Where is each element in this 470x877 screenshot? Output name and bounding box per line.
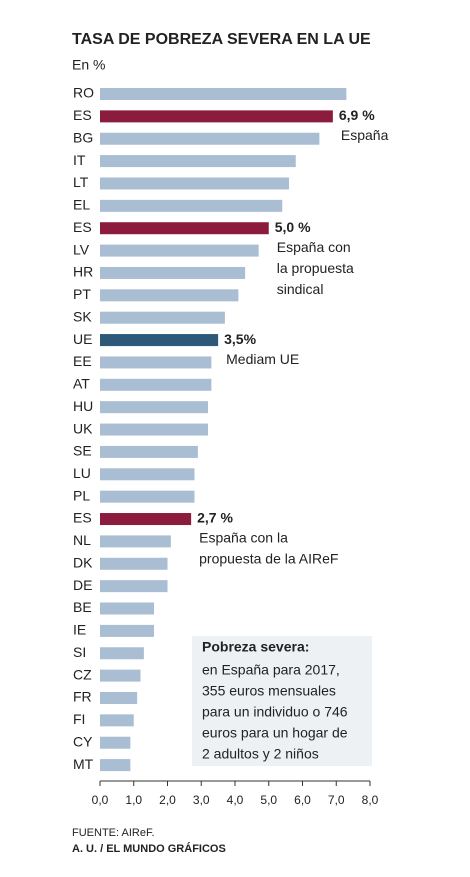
chart-title: TASA DE POBREZA SEVERA EN LA UE bbox=[72, 31, 371, 48]
bar bbox=[100, 401, 208, 414]
bar bbox=[100, 624, 154, 637]
y-tick-label: LV bbox=[73, 241, 90, 257]
bar bbox=[100, 110, 333, 123]
annotation: sindical bbox=[277, 281, 324, 297]
y-tick-label: IE bbox=[73, 622, 86, 638]
y-tick-label: DE bbox=[73, 577, 92, 593]
y-tick-label: CZ bbox=[73, 666, 92, 682]
box-line: 355 euros mensuales bbox=[202, 683, 336, 699]
y-tick-label: EE bbox=[73, 353, 92, 369]
y-tick-label: FI bbox=[73, 711, 85, 727]
bar bbox=[100, 490, 195, 503]
bar bbox=[100, 669, 141, 682]
y-tick-label: UE bbox=[73, 331, 92, 347]
annotation: la propuesta bbox=[277, 260, 354, 276]
x-tick-label: 8,0 bbox=[362, 793, 379, 807]
annotation: España bbox=[341, 127, 389, 143]
y-tick-label: EL bbox=[73, 197, 90, 213]
x-tick-label: 2,0 bbox=[159, 793, 176, 807]
bar bbox=[100, 289, 239, 302]
bar bbox=[100, 513, 192, 526]
y-tick-label: PT bbox=[73, 286, 91, 302]
y-tick-label: ES bbox=[73, 219, 92, 235]
y-tick-label: FR bbox=[73, 689, 92, 705]
bar bbox=[100, 647, 144, 660]
x-tick-label: 6,0 bbox=[294, 793, 311, 807]
y-tick-label: BE bbox=[73, 599, 92, 615]
y-tick-label: LU bbox=[73, 465, 91, 481]
x-tick-label: 1,0 bbox=[125, 793, 142, 807]
bar bbox=[100, 445, 198, 458]
value-label: 2,7 % bbox=[197, 510, 233, 526]
bar bbox=[100, 266, 246, 279]
value-label: 3,5% bbox=[224, 331, 256, 347]
y-tick-label: RO bbox=[73, 85, 94, 101]
annotation: España con la bbox=[199, 530, 288, 546]
bar bbox=[100, 132, 320, 145]
y-tick-label: SK bbox=[73, 308, 92, 324]
box-line: euros para un hogar de bbox=[202, 725, 348, 741]
bar bbox=[100, 334, 219, 347]
x-tick-label: 0,0 bbox=[92, 793, 109, 807]
bar bbox=[100, 423, 208, 436]
y-tick-label: PL bbox=[73, 487, 90, 503]
x-tick-label: 7,0 bbox=[328, 793, 345, 807]
source: FUENTE: AIReF. bbox=[72, 827, 155, 839]
bar bbox=[100, 602, 154, 615]
y-tick-label: HU bbox=[73, 398, 93, 414]
bar bbox=[100, 378, 212, 391]
box-line: para un individuo o 746 bbox=[202, 704, 348, 720]
bar bbox=[100, 244, 259, 257]
bar bbox=[100, 177, 289, 190]
annotation: propuesta de la AIReF bbox=[199, 551, 338, 567]
x-tick-label: 4,0 bbox=[227, 793, 244, 807]
y-tick-label: MT bbox=[73, 756, 94, 772]
y-tick-label: CY bbox=[73, 733, 93, 749]
y-tick-label: HR bbox=[73, 264, 93, 280]
chart-subtitle: En % bbox=[72, 57, 105, 73]
bar bbox=[100, 714, 134, 727]
box-title: Pobreza severa: bbox=[202, 639, 309, 655]
bar bbox=[100, 222, 269, 235]
bar bbox=[100, 580, 168, 593]
bar bbox=[100, 535, 171, 548]
y-tick-label: DK bbox=[73, 554, 93, 570]
value-label: 6,9 % bbox=[339, 107, 375, 123]
bar bbox=[100, 88, 347, 100]
bar bbox=[100, 155, 296, 168]
value-label: 5,0 % bbox=[275, 219, 311, 235]
y-tick-label: NL bbox=[73, 532, 91, 548]
bar bbox=[100, 199, 283, 212]
y-tick-label: UK bbox=[73, 420, 93, 436]
bar bbox=[100, 736, 131, 749]
y-tick-label: IT bbox=[73, 152, 86, 168]
credit: A. U. / EL MUNDO GRÁFICOS bbox=[72, 842, 226, 855]
note-box bbox=[192, 636, 372, 766]
y-tick-label: AT bbox=[73, 376, 90, 392]
box-line: 2 adultos y 2 niños bbox=[202, 746, 319, 762]
bar bbox=[100, 356, 212, 369]
y-tick-label: LT bbox=[73, 174, 89, 190]
y-tick-label: ES bbox=[73, 510, 92, 526]
bar bbox=[100, 691, 138, 704]
bar bbox=[100, 468, 195, 481]
x-tick-label: 3,0 bbox=[193, 793, 210, 807]
box-line: en España para 2017, bbox=[202, 662, 340, 678]
bar bbox=[100, 759, 131, 772]
bar bbox=[100, 311, 225, 324]
y-tick-label: ES bbox=[73, 107, 92, 123]
y-tick-label: SI bbox=[73, 644, 86, 660]
y-tick-label: BG bbox=[73, 129, 93, 145]
x-tick-label: 5,0 bbox=[260, 793, 277, 807]
annotation: Mediam UE bbox=[226, 351, 299, 367]
bar bbox=[100, 557, 168, 570]
annotation: España con bbox=[277, 239, 351, 255]
y-tick-label: SE bbox=[73, 443, 92, 459]
